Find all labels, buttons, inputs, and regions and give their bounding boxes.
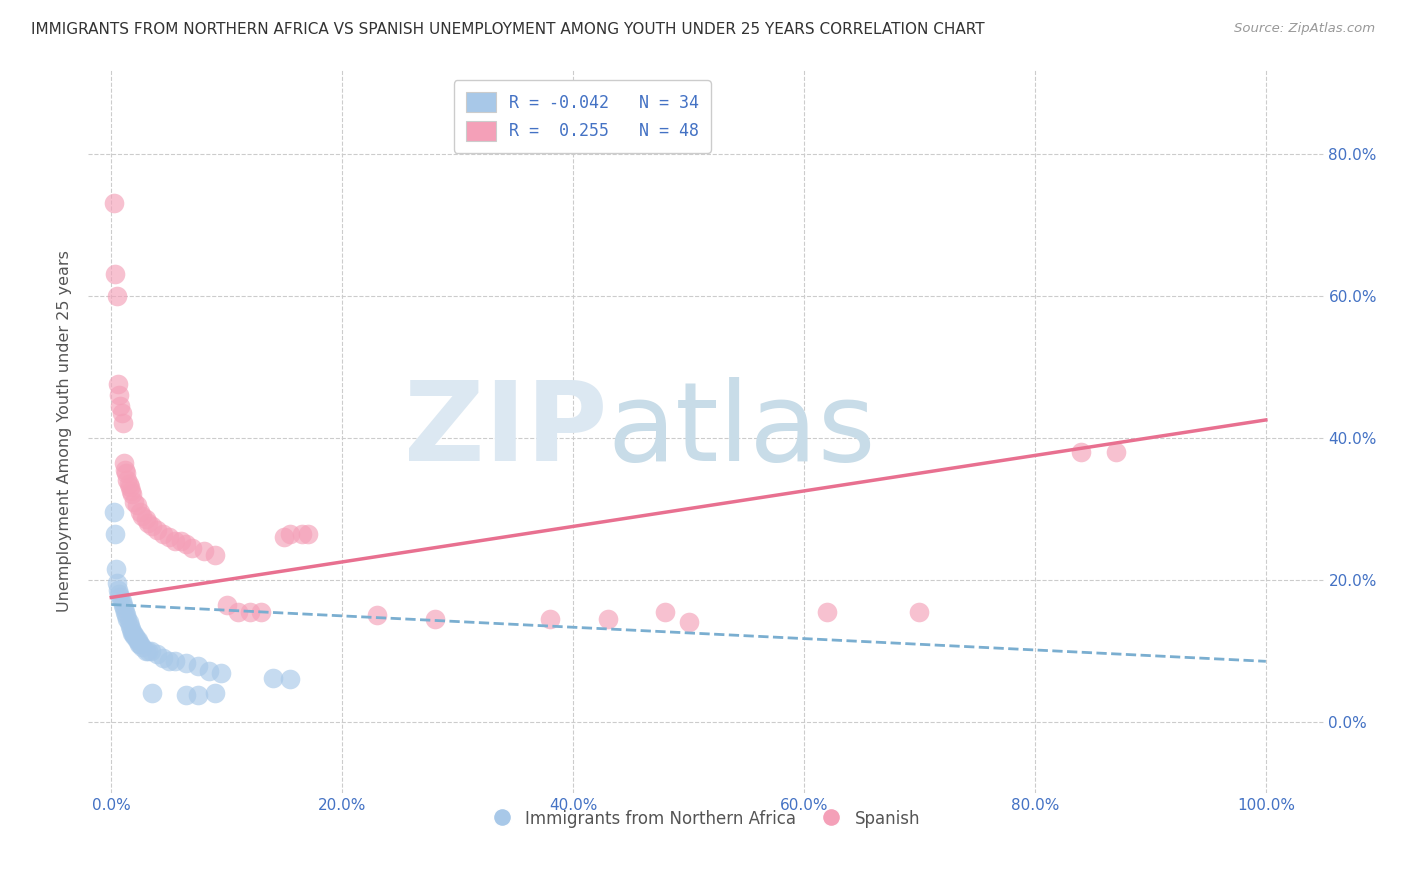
Point (124, 630, 146, 644)
Point (117, 473, 139, 487)
Point (121, 626, 143, 640)
Point (136, 643, 159, 657)
Point (111, 594, 134, 608)
Point (198, 664, 221, 678)
Point (131, 640, 153, 654)
Point (122, 626, 145, 640)
Text: IMMIGRANTS FROM NORTHERN AFRICA VS SPANISH UNEMPLOYMENT AMONG YOUTH UNDER 25 YEA: IMMIGRANTS FROM NORTHERN AFRICA VS SPANI… (31, 22, 984, 37)
Point (141, 686, 163, 700)
Point (239, 605, 262, 619)
Point (112, 601, 135, 615)
Point (114, 462, 136, 476)
Point (174, 688, 197, 702)
Point (129, 636, 152, 650)
Point (204, 548, 226, 562)
Point (157, 654, 180, 668)
Point (117, 476, 139, 491)
Point (152, 650, 174, 665)
Point (127, 633, 149, 648)
Point (250, 605, 273, 619)
Point (111, 598, 134, 612)
Point (120, 623, 142, 637)
Point (423, 612, 446, 626)
Point (226, 605, 249, 619)
Point (596, 612, 619, 626)
Point (157, 530, 180, 544)
Point (124, 630, 146, 644)
Point (1105, 445, 1128, 459)
Point (110, 591, 132, 605)
Point (112, 456, 135, 470)
Point (169, 533, 191, 548)
Point (105, 289, 128, 303)
Point (111, 417, 134, 431)
Point (107, 377, 129, 392)
Point (1070, 445, 1092, 459)
Point (115, 608, 138, 623)
Text: ZIP: ZIP (404, 377, 607, 484)
Point (187, 688, 209, 702)
Legend: Immigrants from Northern Africa, Spanish: Immigrants from Northern Africa, Spanish (485, 804, 927, 835)
Text: Source: ZipAtlas.com: Source: ZipAtlas.com (1234, 22, 1375, 36)
Point (117, 615, 139, 630)
Point (135, 512, 157, 526)
Point (538, 612, 561, 626)
Point (815, 605, 838, 619)
Point (121, 487, 143, 501)
Point (181, 541, 204, 555)
Point (278, 672, 301, 686)
Point (262, 671, 284, 685)
Point (108, 388, 131, 402)
Point (146, 523, 169, 537)
Point (131, 508, 153, 523)
Point (104, 526, 127, 541)
Point (135, 643, 157, 657)
Point (141, 519, 163, 533)
Point (128, 636, 150, 650)
Point (125, 633, 148, 648)
Point (366, 608, 388, 623)
Point (117, 612, 139, 626)
Point (120, 483, 142, 498)
Y-axis label: Unemployment Among Youth under 25 years: Unemployment Among Youth under 25 years (58, 250, 72, 612)
Point (291, 526, 314, 541)
Point (129, 505, 152, 519)
Point (187, 659, 209, 673)
Point (163, 533, 186, 548)
Point (118, 619, 141, 633)
Point (193, 544, 215, 558)
Point (139, 643, 162, 657)
Point (297, 526, 319, 541)
Point (174, 537, 197, 551)
Point (146, 647, 169, 661)
Point (273, 530, 295, 544)
Point (204, 686, 226, 700)
Point (124, 494, 146, 508)
Point (163, 654, 186, 668)
Point (107, 583, 129, 598)
Point (209, 666, 232, 681)
Point (115, 466, 138, 480)
Point (105, 576, 128, 591)
Point (215, 598, 238, 612)
Point (125, 498, 148, 512)
Point (908, 605, 931, 619)
Point (103, 505, 125, 519)
Point (108, 587, 131, 601)
Point (174, 657, 197, 671)
Point (678, 615, 700, 630)
Point (111, 406, 134, 420)
Point (278, 526, 301, 541)
Point (104, 268, 127, 282)
Point (110, 399, 132, 413)
Point (114, 605, 136, 619)
Point (103, 196, 125, 211)
Text: atlas: atlas (607, 377, 876, 484)
Point (152, 526, 174, 541)
Point (654, 605, 676, 619)
Point (104, 562, 127, 576)
Point (136, 516, 159, 530)
Point (118, 480, 141, 494)
